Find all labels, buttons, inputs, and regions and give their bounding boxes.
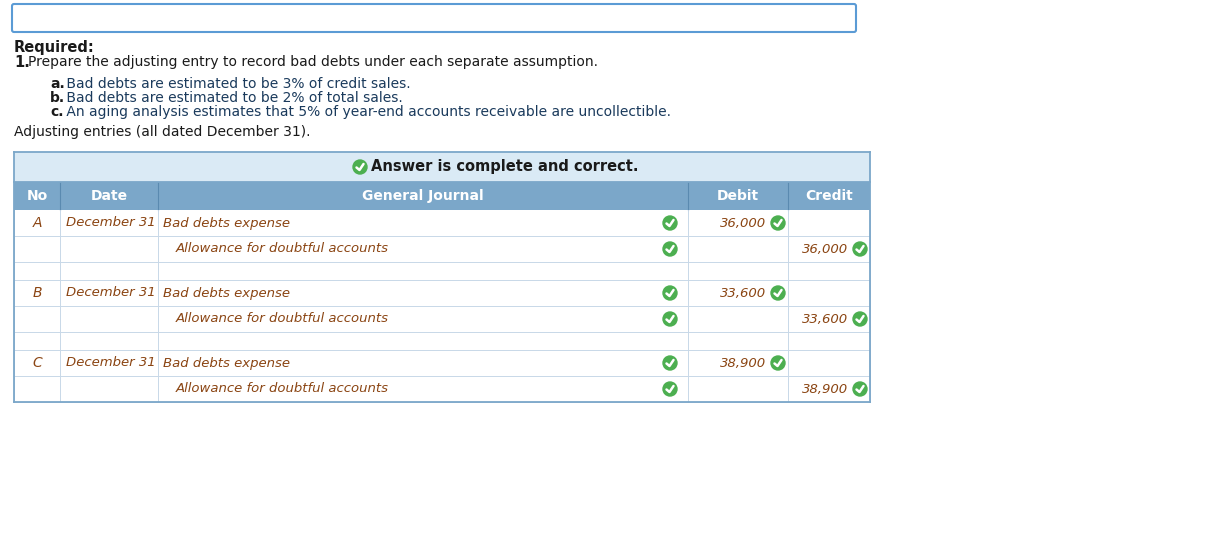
Text: Bad debts expense: Bad debts expense (163, 217, 290, 230)
FancyBboxPatch shape (14, 306, 869, 332)
Text: No: No (26, 189, 48, 203)
Text: Answer is complete and correct.: Answer is complete and correct. (371, 160, 639, 175)
Text: December 31: December 31 (66, 217, 156, 230)
Text: b.: b. (50, 91, 65, 105)
Text: Allowance for doubtful accounts: Allowance for doubtful accounts (176, 242, 389, 255)
Text: 36,000: 36,000 (802, 242, 849, 255)
Circle shape (771, 286, 785, 300)
Circle shape (853, 242, 867, 256)
Text: December 31: December 31 (66, 357, 156, 370)
FancyBboxPatch shape (12, 4, 856, 32)
Circle shape (663, 286, 677, 300)
Text: 38,900: 38,900 (720, 357, 766, 370)
FancyBboxPatch shape (14, 152, 869, 182)
Circle shape (853, 312, 867, 326)
FancyBboxPatch shape (14, 236, 869, 262)
Text: An aging analysis estimates that 5% of year-end accounts receivable are uncollec: An aging analysis estimates that 5% of y… (61, 105, 670, 119)
Circle shape (771, 216, 785, 230)
FancyBboxPatch shape (14, 262, 869, 280)
Text: Adjusting entries (all dated December 31).: Adjusting entries (all dated December 31… (14, 125, 311, 139)
FancyBboxPatch shape (14, 210, 869, 236)
Circle shape (352, 160, 367, 174)
Text: c.: c. (50, 105, 64, 119)
Text: B: B (32, 286, 42, 300)
Text: Date: Date (91, 189, 128, 203)
Circle shape (663, 312, 677, 326)
FancyBboxPatch shape (14, 332, 869, 350)
Text: C: C (32, 356, 42, 370)
Text: Required:: Required: (14, 40, 95, 55)
Text: Bad debts are estimated to be 3% of credit sales.: Bad debts are estimated to be 3% of cred… (61, 77, 410, 91)
Text: Prepare the adjusting entry to record bad debts under each separate assumption.: Prepare the adjusting entry to record ba… (28, 55, 598, 69)
Text: General Journal: General Journal (362, 189, 484, 203)
Circle shape (853, 382, 867, 396)
Text: 33,600: 33,600 (802, 312, 849, 325)
Circle shape (663, 216, 677, 230)
Text: 36,000: 36,000 (720, 217, 766, 230)
Text: Bad debts expense: Bad debts expense (163, 357, 290, 370)
Text: Allowance for doubtful accounts: Allowance for doubtful accounts (176, 312, 389, 325)
Circle shape (771, 356, 785, 370)
Text: Bad debts expense: Bad debts expense (163, 287, 290, 300)
FancyBboxPatch shape (14, 280, 869, 306)
Text: Credit: Credit (806, 189, 853, 203)
Text: 38,900: 38,900 (802, 382, 849, 395)
Circle shape (663, 356, 677, 370)
Text: December 31: December 31 (66, 287, 156, 300)
FancyBboxPatch shape (14, 376, 869, 402)
Text: A: A (32, 216, 42, 230)
Circle shape (663, 382, 677, 396)
Text: a.: a. (50, 77, 65, 91)
FancyBboxPatch shape (14, 350, 869, 376)
Text: Allowance for doubtful accounts: Allowance for doubtful accounts (176, 382, 389, 395)
Text: 1.: 1. (14, 55, 29, 70)
Text: Bad debts are estimated to be 2% of total sales.: Bad debts are estimated to be 2% of tota… (61, 91, 403, 105)
Text: 33,600: 33,600 (720, 287, 766, 300)
Circle shape (663, 242, 677, 256)
FancyBboxPatch shape (14, 182, 869, 210)
Text: Debit: Debit (717, 189, 759, 203)
